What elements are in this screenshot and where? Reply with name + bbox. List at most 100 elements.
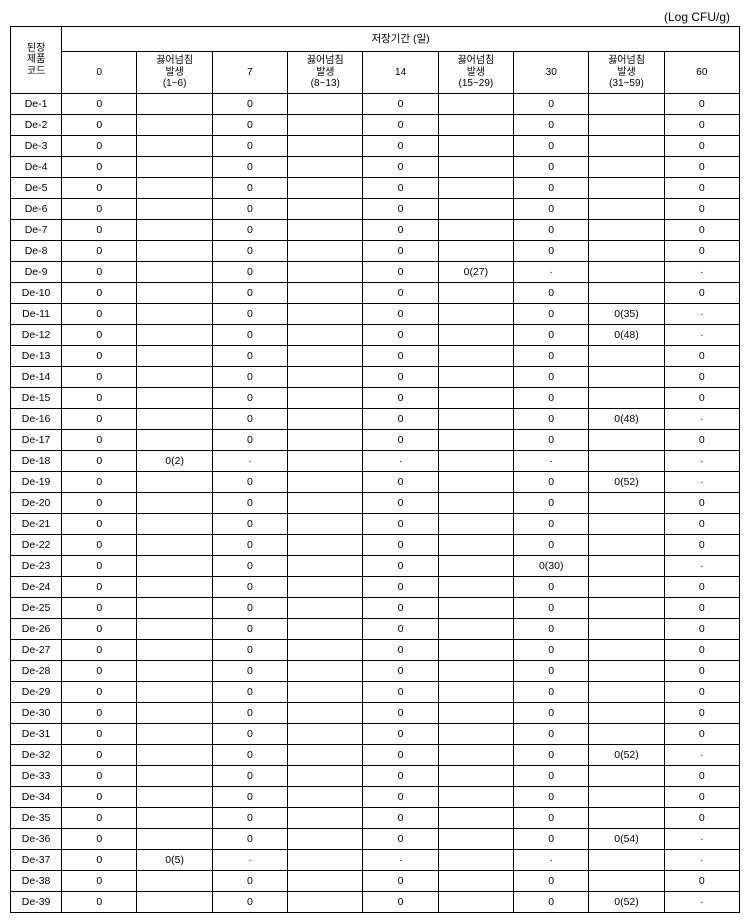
cell bbox=[288, 450, 363, 471]
cell: 0 bbox=[62, 93, 137, 114]
cell: 0 bbox=[363, 282, 438, 303]
cell bbox=[137, 492, 212, 513]
cell bbox=[438, 387, 513, 408]
cell bbox=[589, 114, 664, 135]
cell bbox=[137, 366, 212, 387]
cell bbox=[589, 198, 664, 219]
cell: 0 bbox=[363, 93, 438, 114]
cell bbox=[137, 261, 212, 282]
cell bbox=[438, 744, 513, 765]
cell: 0 bbox=[62, 765, 137, 786]
cell bbox=[137, 408, 212, 429]
cell: 0 bbox=[664, 681, 739, 702]
cell: 0 bbox=[363, 156, 438, 177]
cell: 0 bbox=[212, 807, 287, 828]
row-code: De-21 bbox=[11, 513, 62, 534]
cell: 0 bbox=[514, 786, 589, 807]
cell: 0 bbox=[62, 807, 137, 828]
cell: 0 bbox=[363, 597, 438, 618]
cell bbox=[589, 282, 664, 303]
cell: 0 bbox=[212, 597, 287, 618]
cell bbox=[589, 135, 664, 156]
cell bbox=[438, 156, 513, 177]
cell bbox=[288, 177, 363, 198]
row-code: De-1 bbox=[11, 93, 62, 114]
cell: 0 bbox=[363, 345, 438, 366]
cell bbox=[438, 849, 513, 870]
cell bbox=[589, 660, 664, 681]
cell: 0 bbox=[212, 534, 287, 555]
table-row: De-1800(2)···· bbox=[11, 450, 740, 471]
cell bbox=[288, 156, 363, 177]
cell: · bbox=[664, 324, 739, 345]
cell: 0 bbox=[212, 366, 287, 387]
table-row: De-1900000(52)· bbox=[11, 471, 740, 492]
cell: 0 bbox=[212, 723, 287, 744]
cell bbox=[288, 576, 363, 597]
cell: 0 bbox=[514, 282, 589, 303]
cell: 0 bbox=[212, 135, 287, 156]
cell: 0 bbox=[363, 723, 438, 744]
cell: 0 bbox=[664, 597, 739, 618]
cell: 0 bbox=[363, 135, 438, 156]
cell: · bbox=[664, 891, 739, 912]
cell: 0 bbox=[363, 534, 438, 555]
cell: 0(27) bbox=[438, 261, 513, 282]
cell: 0(48) bbox=[589, 324, 664, 345]
cell bbox=[288, 345, 363, 366]
cell: 0 bbox=[212, 198, 287, 219]
cell: 0 bbox=[363, 324, 438, 345]
cell: 0 bbox=[363, 429, 438, 450]
cell: 0 bbox=[212, 471, 287, 492]
cell: 0 bbox=[212, 681, 287, 702]
cell bbox=[288, 555, 363, 576]
cell: 0 bbox=[212, 387, 287, 408]
row-code: De-2 bbox=[11, 114, 62, 135]
cell bbox=[589, 156, 664, 177]
cell: 0 bbox=[664, 618, 739, 639]
cell: 0 bbox=[514, 387, 589, 408]
cell bbox=[438, 177, 513, 198]
cell: 0 bbox=[664, 870, 739, 891]
cell bbox=[288, 534, 363, 555]
table-row: De-230000(30)· bbox=[11, 555, 740, 576]
table-row: De-90000(27)·· bbox=[11, 261, 740, 282]
row-code: De-20 bbox=[11, 492, 62, 513]
cell bbox=[137, 177, 212, 198]
cell bbox=[589, 345, 664, 366]
cell: 0 bbox=[363, 408, 438, 429]
cell bbox=[137, 324, 212, 345]
cell bbox=[288, 282, 363, 303]
cell: 0 bbox=[62, 303, 137, 324]
cell: 0 bbox=[62, 576, 137, 597]
cell bbox=[589, 387, 664, 408]
cell bbox=[438, 366, 513, 387]
table-row: De-3800000 bbox=[11, 870, 740, 891]
row-code: De-4 bbox=[11, 156, 62, 177]
table-row: De-2600000 bbox=[11, 618, 740, 639]
cell bbox=[589, 786, 664, 807]
cell: 0 bbox=[212, 93, 287, 114]
cell: 0 bbox=[664, 702, 739, 723]
cell bbox=[288, 429, 363, 450]
cell: · bbox=[664, 450, 739, 471]
cell: 0 bbox=[62, 156, 137, 177]
cell: 0 bbox=[62, 366, 137, 387]
cell bbox=[589, 702, 664, 723]
cell: 0 bbox=[664, 366, 739, 387]
cell bbox=[438, 891, 513, 912]
cell bbox=[589, 576, 664, 597]
cell: 0 bbox=[212, 891, 287, 912]
cell bbox=[589, 93, 664, 114]
cell bbox=[288, 513, 363, 534]
table-row: De-3400000 bbox=[11, 786, 740, 807]
cell bbox=[438, 681, 513, 702]
cell bbox=[288, 828, 363, 849]
table-row: De-3600000(54)· bbox=[11, 828, 740, 849]
cell: · bbox=[664, 471, 739, 492]
row-code: De-23 bbox=[11, 555, 62, 576]
cell bbox=[288, 324, 363, 345]
cell: 0(35) bbox=[589, 303, 664, 324]
cell bbox=[137, 555, 212, 576]
cell: 0 bbox=[62, 219, 137, 240]
